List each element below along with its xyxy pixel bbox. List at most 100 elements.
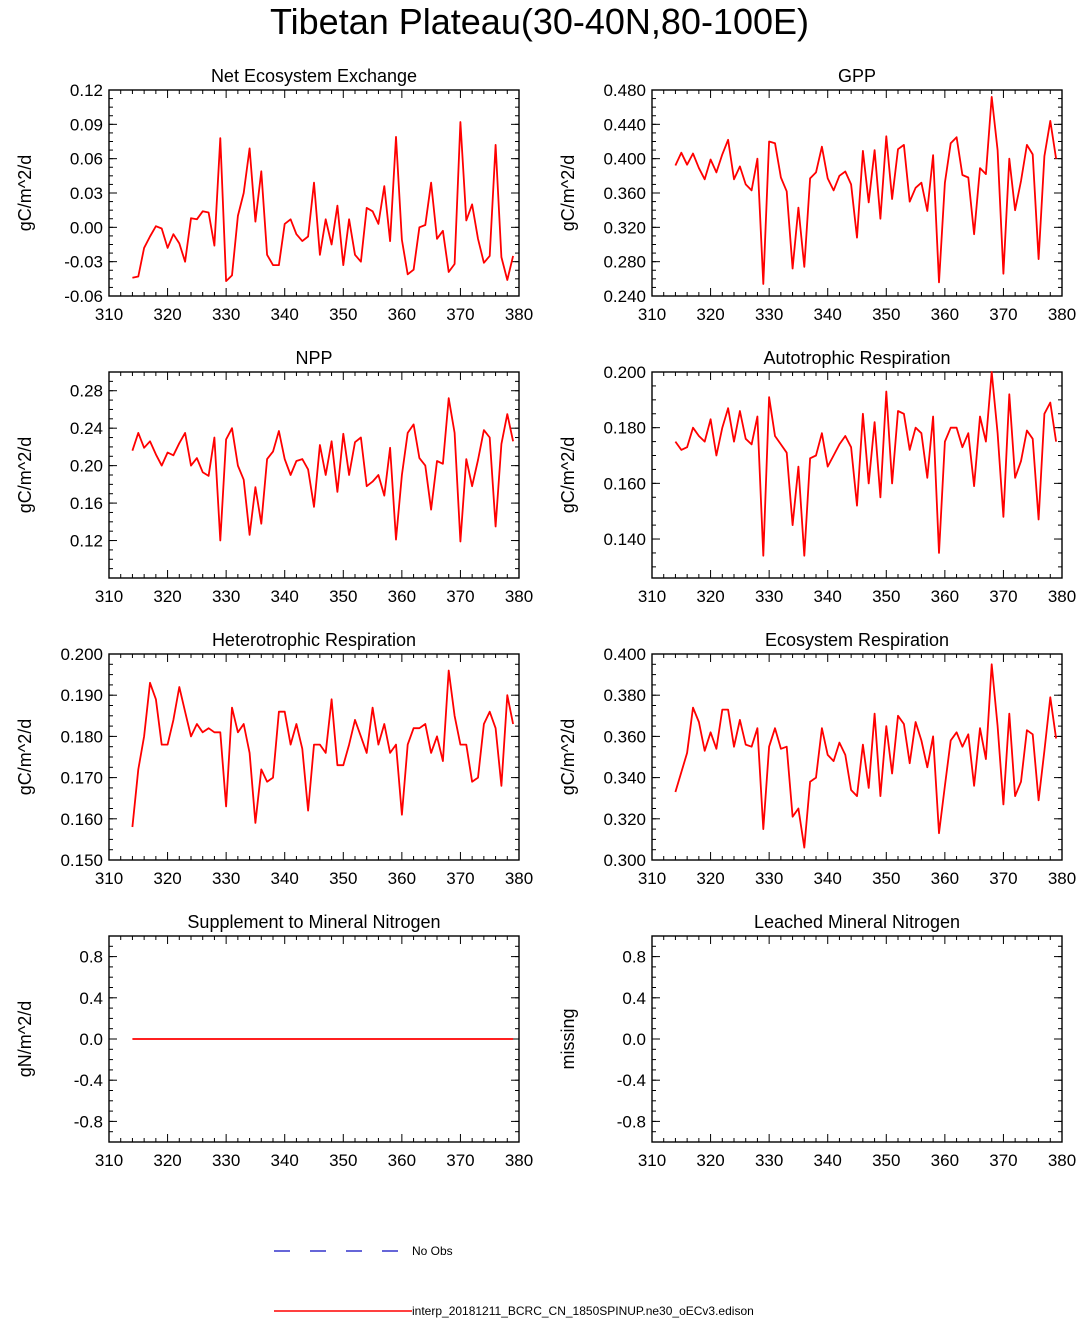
x-tick-label: 380 xyxy=(505,587,533,606)
y-tick-label: 0.200 xyxy=(603,363,646,382)
y-tick-label: 0.180 xyxy=(603,419,646,438)
y-tick-label: -0.4 xyxy=(617,1071,646,1090)
y-tick-label: 0.480 xyxy=(603,81,646,100)
x-tick-label: 330 xyxy=(212,305,240,324)
x-tick-label: 330 xyxy=(755,1151,783,1170)
y-tick-label: 0.160 xyxy=(603,474,646,493)
series-line-gpp-0 xyxy=(674,96,1057,285)
y-axis-label: gC/m^2/d xyxy=(558,719,578,795)
x-tick-label: 370 xyxy=(989,1151,1017,1170)
y-tick-label: 0.440 xyxy=(603,115,646,134)
x-tick-label: 340 xyxy=(271,587,299,606)
x-tick-label: 360 xyxy=(388,587,416,606)
x-tick-label: 330 xyxy=(755,587,783,606)
panel-title: Autotrophic Respiration xyxy=(763,348,950,368)
x-tick-label: 360 xyxy=(931,587,959,606)
x-tick-label: 310 xyxy=(638,305,666,324)
y-tick-label: 0.320 xyxy=(603,810,646,829)
x-tick-label: 380 xyxy=(1048,587,1076,606)
y-tick-label: 0.12 xyxy=(70,81,103,100)
y-tick-label: 0.190 xyxy=(60,686,103,705)
plot-frame xyxy=(651,935,1063,1143)
y-tick-label: 0.03 xyxy=(70,184,103,203)
x-tick-label: 350 xyxy=(329,869,357,888)
x-tick-label: 340 xyxy=(814,587,842,606)
panel-heterotrophic-respiration: Heterotrophic Respiration gC/m^2/d 310 320 3… xyxy=(15,630,533,888)
x-tick-label: 350 xyxy=(872,1151,900,1170)
panel-ecosystem-respiration: Ecosystem Respiration gC/m^2/d 310 320 330 34… xyxy=(558,630,1076,888)
x-tick-label: 310 xyxy=(95,305,123,324)
x-tick-label: 330 xyxy=(212,587,240,606)
chart-panels: Net Ecosystem Exchange gC/m^2/d 310 320 330 3… xyxy=(15,66,1076,1170)
y-tick-label: -0.4 xyxy=(74,1071,103,1090)
y-axis-label: gN/m^2/d xyxy=(15,1001,35,1077)
x-tick-label: 320 xyxy=(696,305,724,324)
y-tick-label: 0.00 xyxy=(70,218,103,237)
y-tick-label: 0.280 xyxy=(603,253,646,272)
x-tick-label: 350 xyxy=(872,587,900,606)
plot-frame xyxy=(108,653,520,861)
x-tick-label: 310 xyxy=(638,1151,666,1170)
y-tick-label: 0.380 xyxy=(603,686,646,705)
x-tick-label: 350 xyxy=(329,587,357,606)
panel-leached-mineral-nitrogen: Leached Mineral Nitrogen missing 310 320 330… xyxy=(558,912,1076,1170)
series-line-heterotrophic-respiration-0 xyxy=(131,669,514,828)
x-tick-label: 380 xyxy=(1048,305,1076,324)
figure-title: Tibetan Plateau(30-40N,80-100E) xyxy=(270,1,809,42)
plot-frame xyxy=(651,371,1063,579)
x-tick-label: 340 xyxy=(814,1151,842,1170)
panel-title: Ecosystem Respiration xyxy=(765,630,949,650)
x-tick-label: 380 xyxy=(505,1151,533,1170)
y-tick-label: 0.360 xyxy=(603,727,646,746)
y-tick-label: 0.140 xyxy=(603,530,646,549)
y-tick-label: 0.150 xyxy=(60,851,103,870)
x-tick-label: 370 xyxy=(446,305,474,324)
x-tick-label: 350 xyxy=(872,869,900,888)
x-tick-label: 310 xyxy=(638,869,666,888)
x-tick-label: 320 xyxy=(153,1151,181,1170)
legend-obs-swatch xyxy=(274,1250,412,1252)
x-tick-label: 370 xyxy=(446,869,474,888)
x-tick-label: 340 xyxy=(814,305,842,324)
x-tick-label: 370 xyxy=(446,587,474,606)
y-axis-label: gC/m^2/d xyxy=(15,155,35,231)
x-tick-label: 330 xyxy=(755,869,783,888)
panel-supplement-to-mineral-nitrogen: Supplement to Mineral Nitrogen gN/m^2/d 31… xyxy=(15,912,533,1170)
y-tick-label: 0.4 xyxy=(622,989,646,1008)
x-tick-label: 370 xyxy=(989,587,1017,606)
x-tick-label: 360 xyxy=(931,305,959,324)
y-tick-label: -0.03 xyxy=(64,253,103,272)
series-line-autotrophic-respiration-0 xyxy=(674,371,1057,557)
y-axis-label: gC/m^2/d xyxy=(558,437,578,513)
x-tick-label: 320 xyxy=(696,1151,724,1170)
y-axis-label: gC/m^2/d xyxy=(15,719,35,795)
x-tick-label: 340 xyxy=(271,869,299,888)
legend-obs: No Obs xyxy=(274,1243,453,1258)
y-tick-label: 0.320 xyxy=(603,218,646,237)
legend-model: interp_20181211_BCRC_CN_1850SPINUP.ne30_… xyxy=(274,1303,754,1318)
panel-title: GPP xyxy=(838,66,876,86)
x-tick-label: 360 xyxy=(931,1151,959,1170)
y-tick-label: 0.400 xyxy=(603,645,646,664)
y-tick-label: 0.340 xyxy=(603,769,646,788)
y-axis-label: gC/m^2/d xyxy=(15,437,35,513)
panel-title: Heterotrophic Respiration xyxy=(212,630,416,650)
y-tick-label: 0.28 xyxy=(70,382,103,401)
panel-title: Net Ecosystem Exchange xyxy=(211,66,417,86)
x-tick-label: 320 xyxy=(153,869,181,888)
y-axis-label: missing xyxy=(558,1008,578,1069)
x-tick-label: 310 xyxy=(95,1151,123,1170)
y-tick-label: 0.24 xyxy=(70,419,103,438)
x-tick-label: 360 xyxy=(388,869,416,888)
x-tick-label: 330 xyxy=(212,1151,240,1170)
y-axis-label: gC/m^2/d xyxy=(558,155,578,231)
y-tick-label: 0.180 xyxy=(60,727,103,746)
y-tick-label: -0.8 xyxy=(617,1112,646,1131)
x-tick-label: 340 xyxy=(271,1151,299,1170)
y-tick-label: 0.20 xyxy=(70,457,103,476)
panel-title: NPP xyxy=(295,348,332,368)
y-tick-label: 0.360 xyxy=(603,184,646,203)
x-tick-label: 370 xyxy=(446,1151,474,1170)
series-line-ecosystem-respiration-0 xyxy=(674,663,1057,849)
x-tick-label: 320 xyxy=(696,587,724,606)
